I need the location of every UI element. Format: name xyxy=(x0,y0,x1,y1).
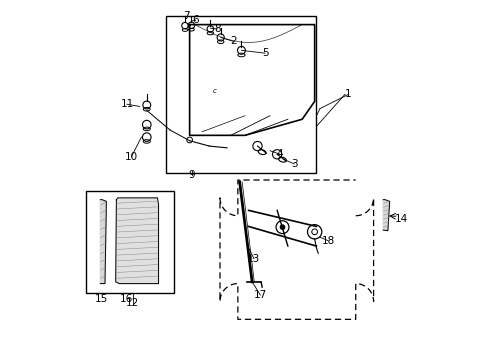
Text: 4: 4 xyxy=(277,149,283,159)
Text: 11: 11 xyxy=(121,99,134,109)
Polygon shape xyxy=(116,198,159,284)
Polygon shape xyxy=(383,200,390,231)
Text: 7: 7 xyxy=(183,11,189,21)
Text: 3: 3 xyxy=(291,159,297,169)
Text: 5: 5 xyxy=(262,48,269,58)
Bar xyxy=(167,16,317,173)
Text: 12: 12 xyxy=(126,298,140,308)
Circle shape xyxy=(280,225,285,229)
Text: 18: 18 xyxy=(321,236,335,246)
Text: 6: 6 xyxy=(193,15,199,25)
Text: 13: 13 xyxy=(247,253,261,264)
Text: 8: 8 xyxy=(214,24,220,34)
Text: c: c xyxy=(213,89,217,94)
Polygon shape xyxy=(100,200,106,284)
Text: 14: 14 xyxy=(394,213,408,224)
Text: 17: 17 xyxy=(254,290,267,300)
Bar xyxy=(86,191,173,293)
Text: 10: 10 xyxy=(125,152,138,162)
Text: 16: 16 xyxy=(120,294,133,303)
Text: 15: 15 xyxy=(95,294,108,303)
Text: 9: 9 xyxy=(189,170,196,180)
Text: 2: 2 xyxy=(230,36,237,46)
Text: 1: 1 xyxy=(345,89,352,99)
